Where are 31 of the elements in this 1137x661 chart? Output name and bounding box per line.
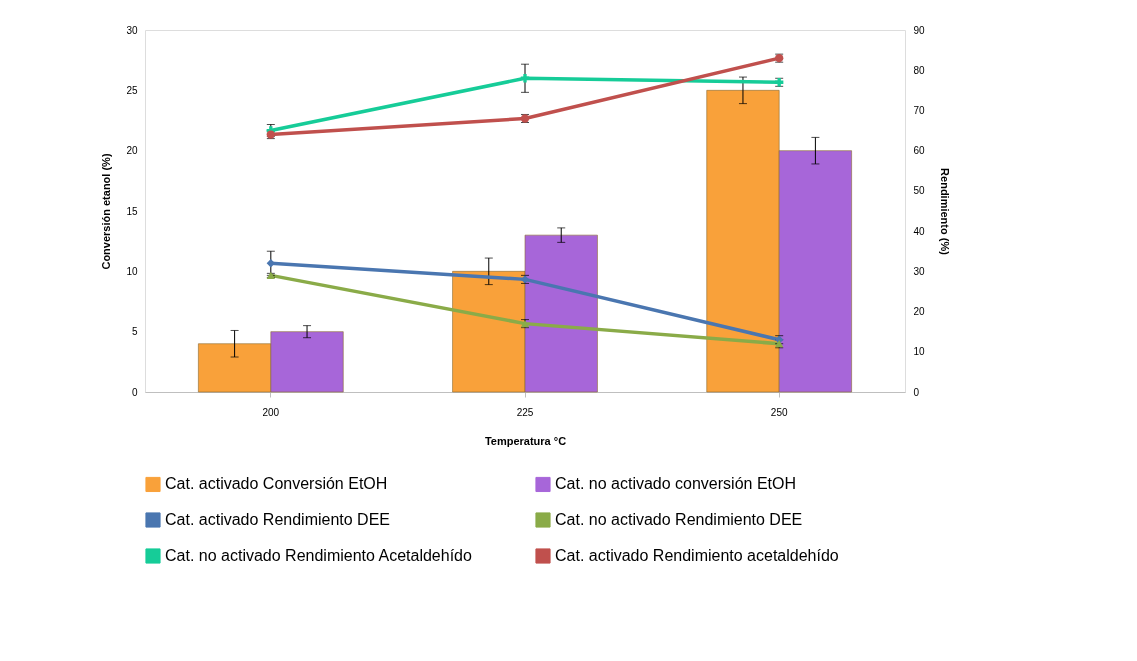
y2-tick-label: 70 — [913, 104, 926, 116]
legend-label: Cat. no activado Rendimiento DEE — [555, 511, 803, 528]
y2-tick-label: 90 — [913, 24, 926, 36]
y2-tick-label: 0 — [913, 386, 920, 398]
y2-tick-label: 40 — [913, 225, 926, 237]
point — [520, 74, 530, 83]
y-tick-label: 15 — [126, 205, 138, 217]
y-axis-title: Conversión etanol (%) — [100, 153, 113, 270]
legend-label: Cat. no activado conversión EtOH — [555, 475, 797, 493]
point — [266, 259, 275, 268]
y2-tick-label: 50 — [913, 185, 926, 197]
legend-label: Cat. activado Conversión EtOH — [165, 475, 388, 493]
legend-label: Cat. no activado Rendimiento Acetaldehído — [165, 547, 472, 564]
y2-tick-label: 60 — [913, 145, 926, 157]
y-tick-label: 5 — [131, 326, 138, 338]
y2-tick-label: 20 — [913, 306, 926, 318]
x-tick-label: 225 — [516, 406, 534, 418]
y2-tick-label: 80 — [913, 64, 926, 76]
y-tick-label: 20 — [126, 145, 138, 157]
legend-label: Cat. activado Rendimiento DEE — [165, 511, 390, 528]
x-tick-label: 200 — [262, 406, 280, 418]
y-tick-label: 30 — [126, 24, 138, 36]
y-tick-label: 25 — [126, 84, 138, 96]
y-tick-label: 10 — [126, 265, 138, 277]
y2-tick-label: 10 — [913, 346, 926, 358]
y-tick-label: 0 — [131, 386, 138, 398]
y2-tick-label: 30 — [913, 265, 926, 277]
x-tick-label: 250 — [770, 406, 788, 418]
legend-label: Cat. activado Rendimiento acetaldehído — [555, 547, 839, 564]
y2-axis-title: Rendimiento (%) — [938, 168, 951, 256]
x-axis-title: Temperatura °C — [484, 434, 567, 447]
